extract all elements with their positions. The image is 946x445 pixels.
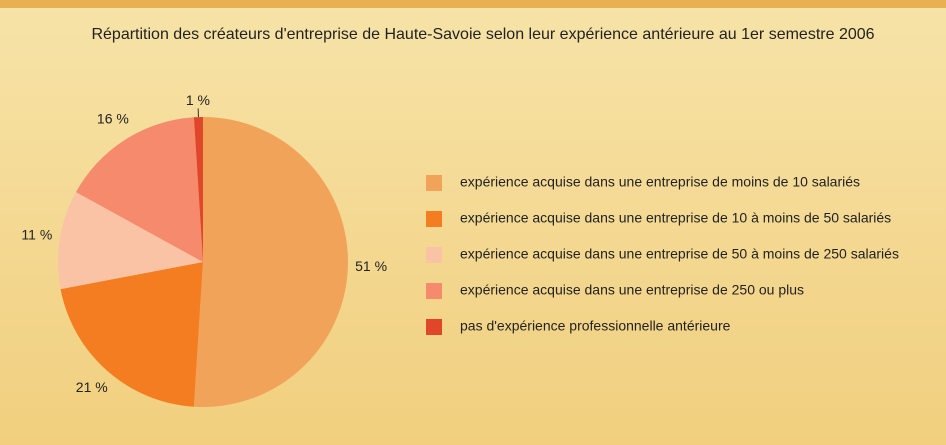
data-label: 1 % xyxy=(186,92,210,108)
data-label: 21 % xyxy=(76,379,108,395)
pie-slice xyxy=(60,262,204,407)
legend-label: expérience acquise dans une entreprise d… xyxy=(460,246,899,262)
legend-label: expérience acquise dans une entreprise d… xyxy=(460,282,804,298)
legend-swatch xyxy=(426,211,442,227)
data-label: 11 % xyxy=(21,226,52,242)
legend-label: pas d'expérience professionnelle antérie… xyxy=(460,318,731,334)
pie-slice xyxy=(75,117,203,262)
pie-slice xyxy=(193,117,203,262)
legend-swatch xyxy=(426,319,442,335)
legend-label: expérience acquise dans une entreprise d… xyxy=(460,174,860,190)
legend-swatch xyxy=(426,283,442,299)
pie-slice xyxy=(193,117,349,407)
legend-label: expérience acquise dans une entreprise d… xyxy=(460,210,891,226)
data-label: 16 % xyxy=(97,111,129,127)
data-label: 51 % xyxy=(355,258,387,274)
legend-swatch xyxy=(426,175,442,191)
top-band xyxy=(0,0,946,8)
pie-slice xyxy=(57,192,203,290)
chart-title: Répartition des créateurs d'entreprise d… xyxy=(91,26,874,43)
legend-swatch xyxy=(426,247,442,263)
